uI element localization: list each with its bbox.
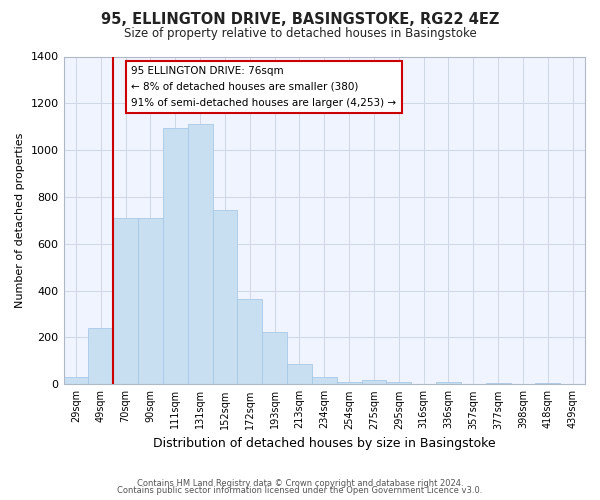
- Bar: [312, 378, 337, 384]
- Bar: [535, 383, 560, 384]
- Text: Size of property relative to detached houses in Basingstoke: Size of property relative to detached ho…: [124, 28, 476, 40]
- Text: 95, ELLINGTON DRIVE, BASINGSTOKE, RG22 4EZ: 95, ELLINGTON DRIVE, BASINGSTOKE, RG22 4…: [101, 12, 499, 28]
- Text: 95 ELLINGTON DRIVE: 76sqm
← 8% of detached houses are smaller (380)
91% of semi-: 95 ELLINGTON DRIVE: 76sqm ← 8% of detach…: [131, 66, 397, 108]
- Bar: [386, 382, 411, 384]
- Bar: [337, 382, 362, 384]
- Y-axis label: Number of detached properties: Number of detached properties: [15, 132, 25, 308]
- Bar: [212, 210, 238, 384]
- Text: Contains HM Land Registry data © Crown copyright and database right 2024.: Contains HM Land Registry data © Crown c…: [137, 478, 463, 488]
- X-axis label: Distribution of detached houses by size in Basingstoke: Distribution of detached houses by size …: [153, 437, 496, 450]
- Bar: [188, 124, 212, 384]
- Bar: [485, 383, 511, 384]
- Bar: [362, 380, 386, 384]
- Bar: [113, 218, 138, 384]
- Bar: [287, 364, 312, 384]
- Bar: [163, 128, 188, 384]
- Text: Contains public sector information licensed under the Open Government Licence v3: Contains public sector information licen…: [118, 486, 482, 495]
- Bar: [64, 378, 88, 384]
- Bar: [138, 218, 163, 384]
- Bar: [436, 382, 461, 384]
- Bar: [88, 328, 113, 384]
- Bar: [262, 332, 287, 384]
- Bar: [238, 299, 262, 384]
